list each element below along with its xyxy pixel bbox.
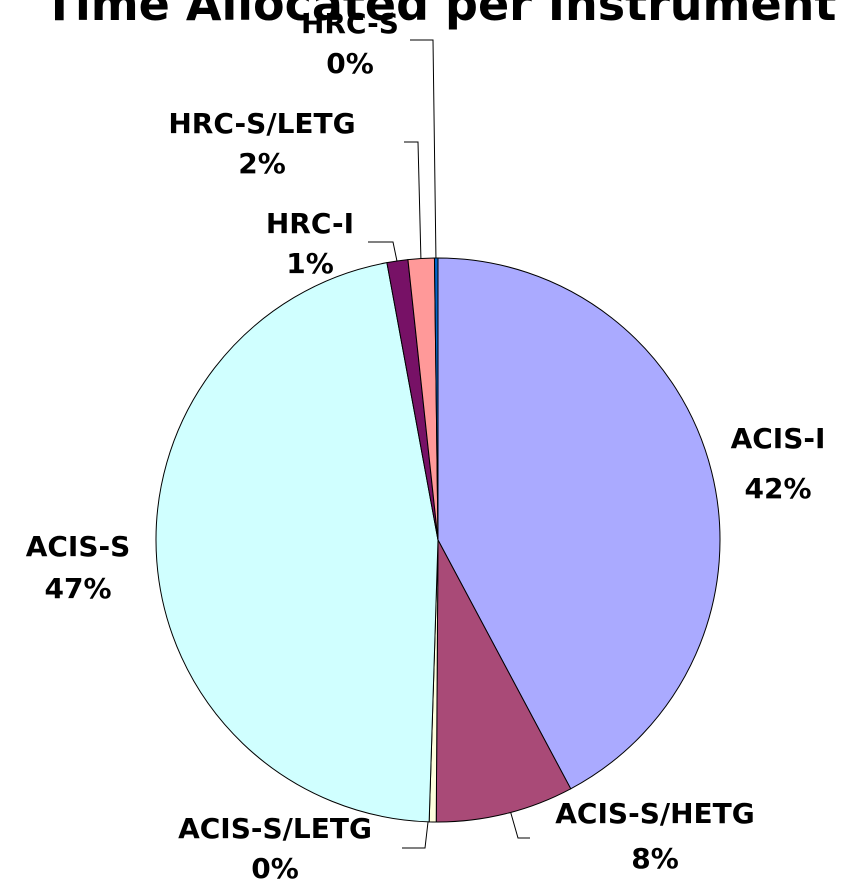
leader-line xyxy=(509,809,530,839)
slice-label: HRC-S xyxy=(301,7,399,40)
pie-slice xyxy=(435,539,572,823)
leader-line xyxy=(410,39,437,263)
leader-line xyxy=(404,141,422,263)
chart-title: Time Allocated per Instrument xyxy=(44,0,837,31)
pie-slice xyxy=(437,257,721,790)
slice-label: HRC-S/LETG xyxy=(168,107,355,140)
slice-label: HRC-I xyxy=(266,207,354,240)
slice-value-label: 0% xyxy=(251,852,299,884)
slice-label: ACIS-I xyxy=(731,422,826,455)
slice-value-label: 42% xyxy=(744,472,811,505)
slice-label: ACIS-S/LETG xyxy=(178,812,372,845)
pie-slice xyxy=(433,257,439,541)
slice-value-label: 8% xyxy=(631,842,679,875)
slice-label: ACIS-S/HETG xyxy=(555,797,754,830)
leader-line xyxy=(402,821,429,849)
slice-value-label: 47% xyxy=(44,572,111,605)
slice-value-label: 2% xyxy=(238,147,286,180)
slice-label: ACIS-S xyxy=(26,530,131,563)
slice-value-label: 0% xyxy=(326,47,374,80)
leader-line xyxy=(368,241,399,267)
slice-value-label: 1% xyxy=(286,247,334,280)
pie-slice xyxy=(155,262,439,823)
